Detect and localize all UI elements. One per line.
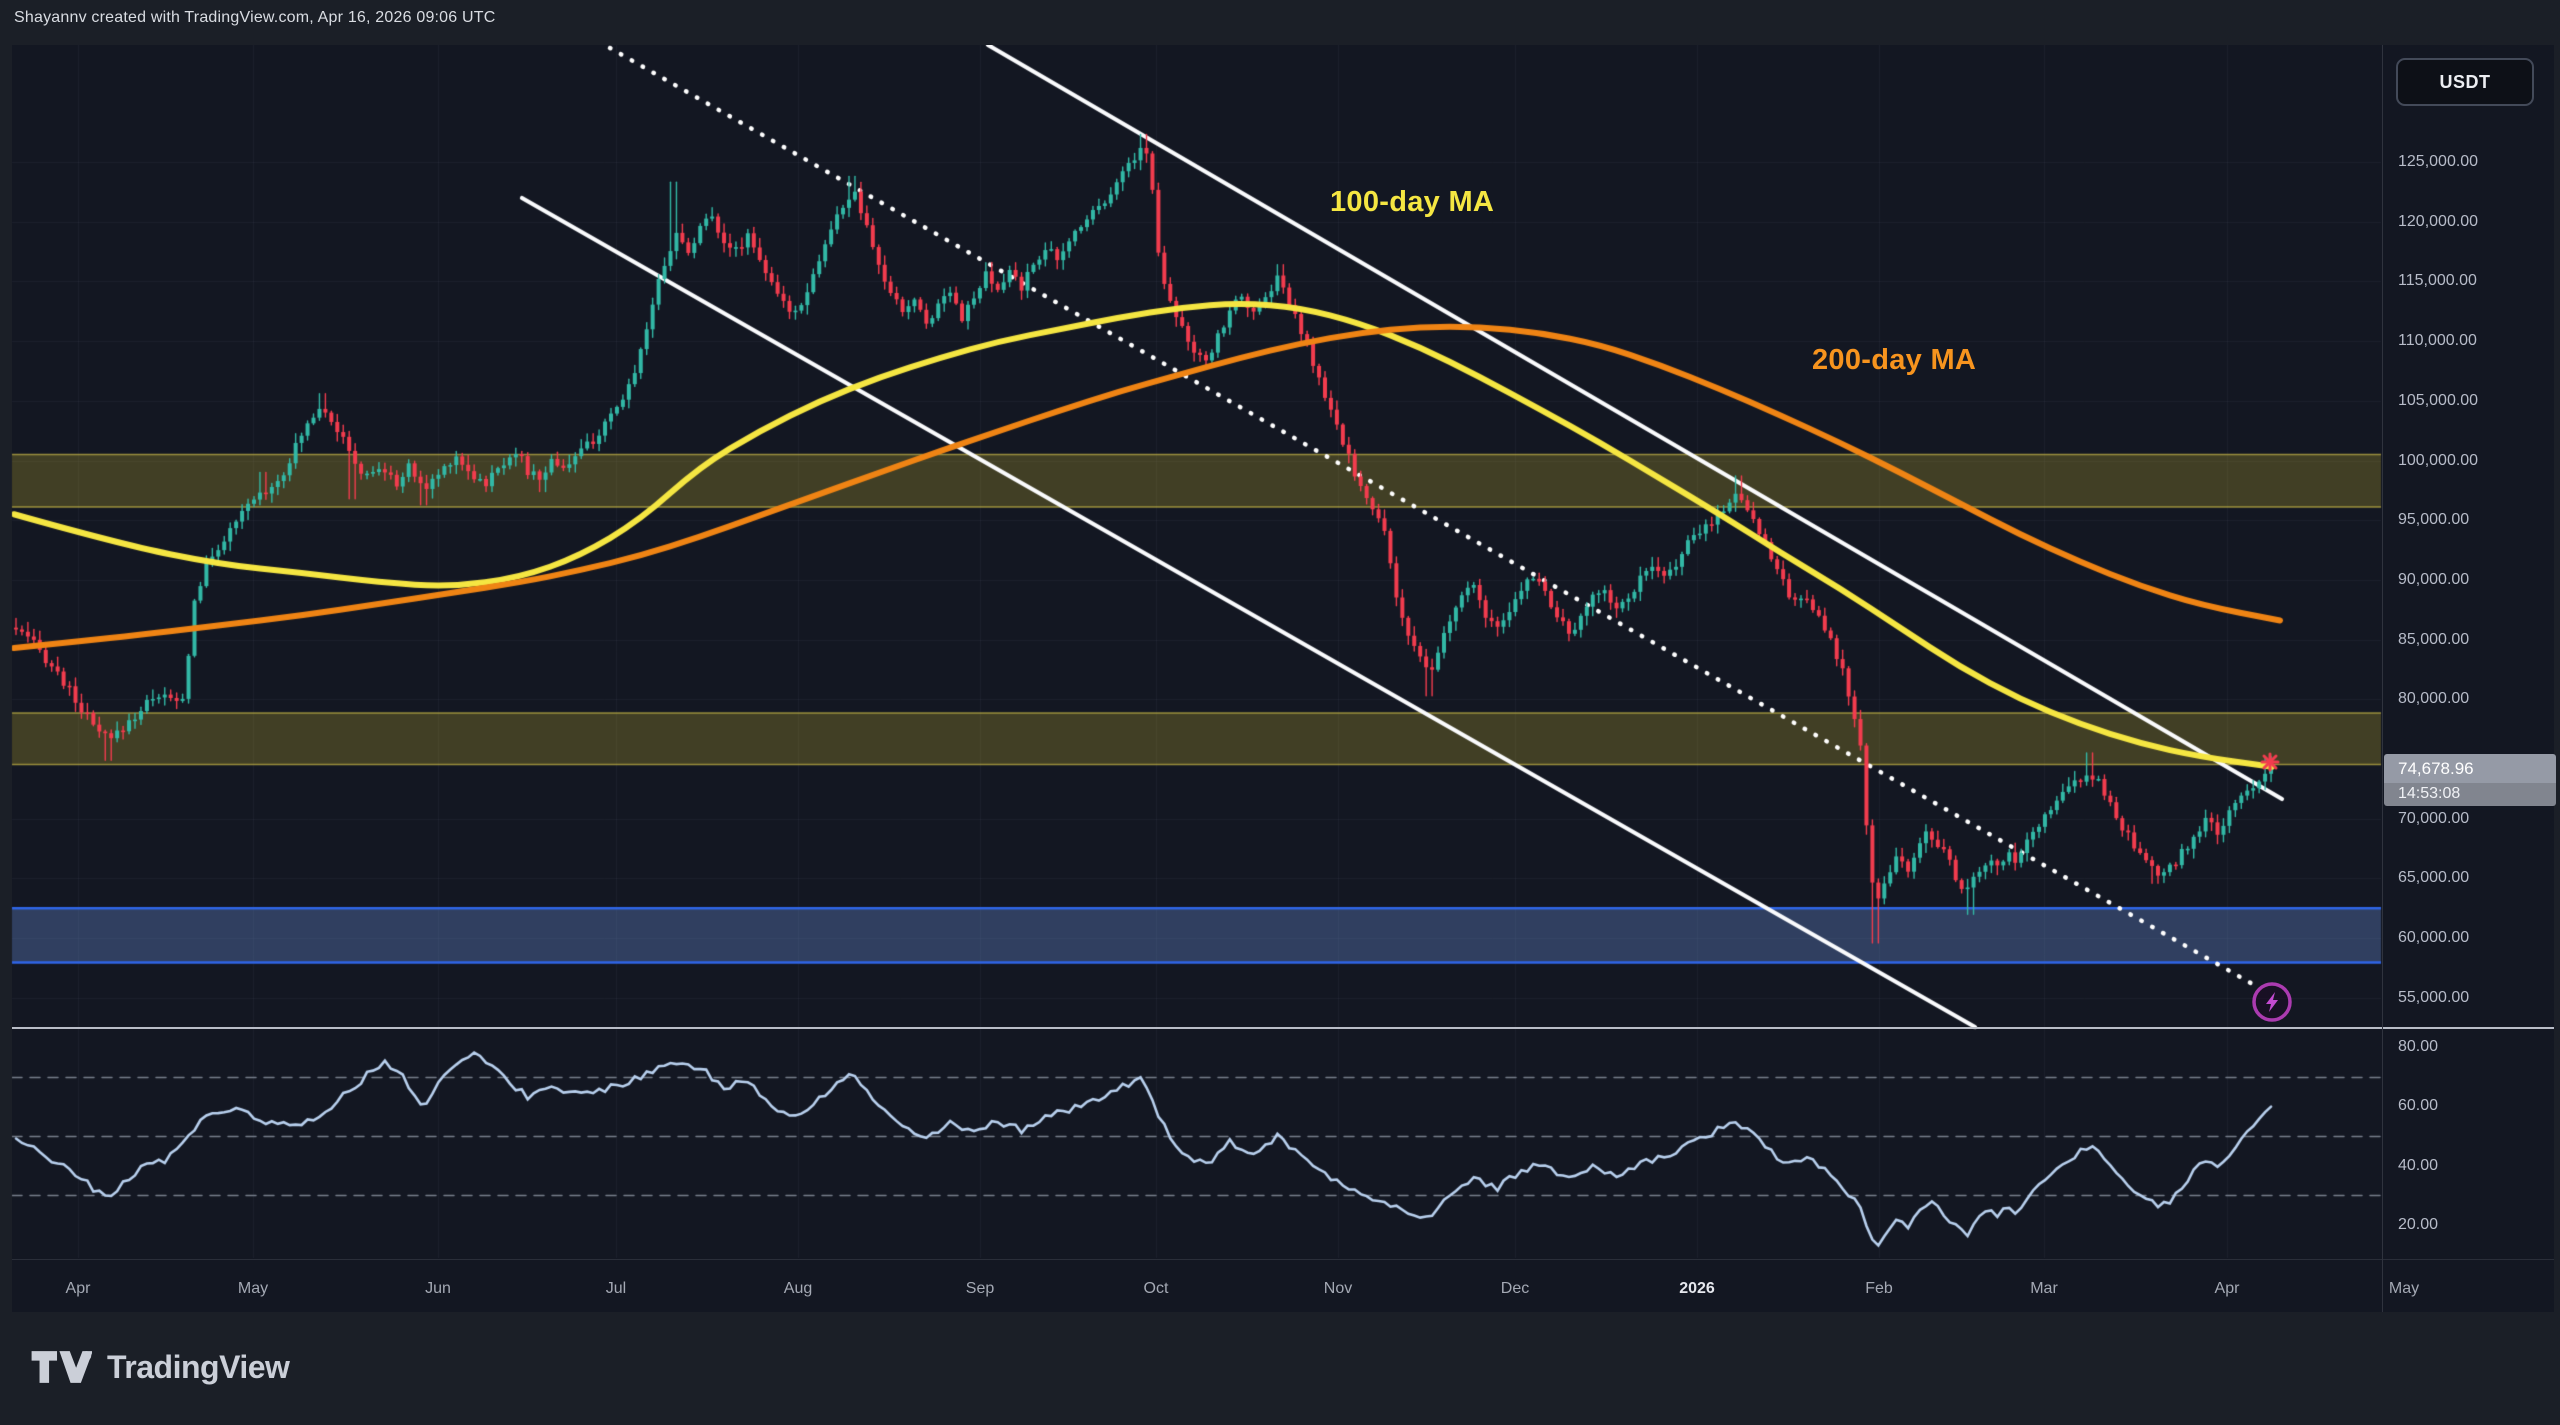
axis-tick-label: 105,000.00 (2398, 391, 2479, 409)
ma200-label[interactable]: 200-day MA (1812, 344, 1977, 376)
axis-tick-label: 100,000.00 (2398, 451, 2479, 469)
projection-dotted-line[interactable] (610, 48, 2256, 986)
axis-tick-label: 60.00 (2398, 1097, 2439, 1115)
snapshot-header: Shayannv created with TradingView.com, A… (0, 0, 2560, 45)
axis-tick-label: 115,000.00 (2398, 272, 2477, 290)
axis-tick-label: 80,000.00 (2398, 690, 2470, 708)
rsi-bottom-separator (12, 1259, 2554, 1260)
axis-tick-label: 125,000.00 (2398, 153, 2479, 170)
last-price-badge[interactable]: 74,678.96 14:53:08 (2384, 754, 2556, 806)
time-axis-year-label: 2026 (1679, 1280, 1715, 1297)
tradingview-logo-icon (31, 1351, 92, 1383)
tradingview-watermark[interactable]: TradingView (30, 1345, 290, 1389)
time-axis-month-label: Jul (605, 1280, 627, 1297)
axis-tick-label: 95,000.00 (2398, 511, 2470, 529)
ma100-label[interactable]: 100-day MA (1330, 186, 1495, 218)
time-axis-month-label: Feb (1865, 1280, 1893, 1297)
bar-countdown-timer: 14:53:08 (2384, 783, 2556, 806)
pane-separator[interactable] (12, 1027, 2554, 1029)
last-price-value: 74,678.96 (2384, 754, 2556, 783)
time-axis-month-label: Mar (2030, 1280, 2058, 1297)
time-axis-month-label: Nov (1323, 1280, 1353, 1297)
time-axis-month-label: Aug (783, 1280, 813, 1297)
snapshot-title: Shayannv created with TradingView.com, A… (14, 9, 496, 26)
axis-tick-label: 80.00 (2398, 1038, 2439, 1055)
tradingview-logo-text: TradingView (107, 1348, 290, 1385)
time-axis-month-label: Sep (965, 1280, 995, 1297)
time-axis-month-label: Oct (1143, 1280, 1169, 1297)
axis-tick-label: 110,000.00 (2398, 332, 2477, 350)
time-axis-month-label: May (2388, 1280, 2420, 1297)
rsi-panel[interactable] (12, 1030, 2381, 1258)
axis-tick-label: 70,000.00 (2398, 809, 2470, 827)
time-axis-month-label: Dec (1500, 1280, 1530, 1297)
time-axis-month-label: Jun (425, 1280, 451, 1297)
axis-tick-label: 90,000.00 (2398, 570, 2470, 588)
axis-tick-label: 60,000.00 (2398, 929, 2470, 947)
symbol-currency-badge[interactable]: USDT (2396, 58, 2534, 106)
time-axis-month-label: May (237, 1280, 269, 1297)
axis-tick-label: 85,000.00 (2398, 630, 2470, 648)
axis-tick-label: 40.00 (2398, 1156, 2439, 1174)
axis-tick-label: 65,000.00 (2398, 869, 2470, 887)
axis-separator (2382, 45, 2383, 1312)
axis-tick-label: 120,000.00 (2398, 212, 2479, 230)
time-axis-month-label: Apr (65, 1280, 91, 1297)
axis-tick-label: 55,000.00 (2398, 988, 2470, 1006)
time-axis-month-label: Apr (2214, 1280, 2240, 1297)
axis-tick-label: 20.00 (2398, 1215, 2439, 1233)
